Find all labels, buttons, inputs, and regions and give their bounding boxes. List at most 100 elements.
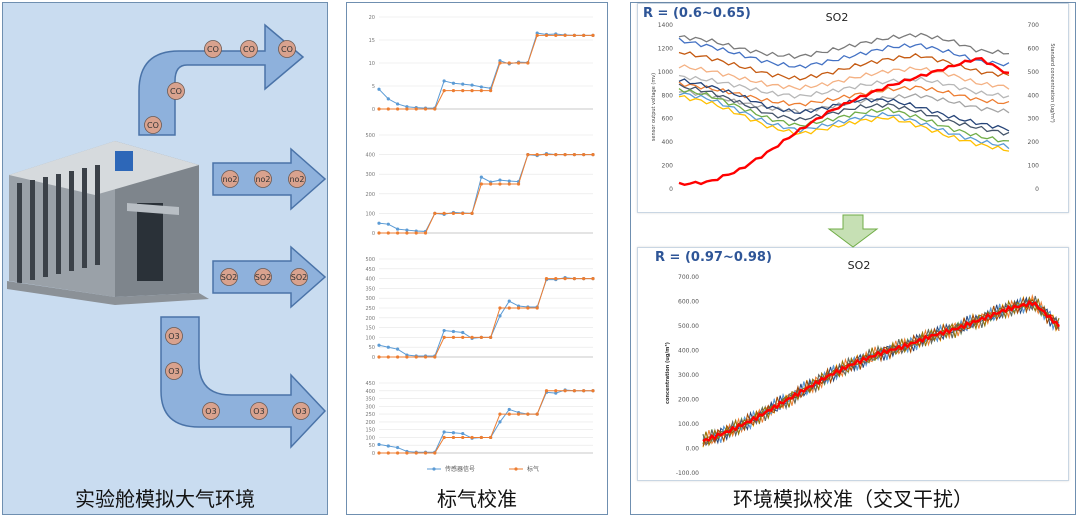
- data-point: [461, 435, 465, 440]
- data-point: [479, 89, 483, 93]
- data-point: [507, 407, 511, 412]
- data-point: [582, 389, 586, 393]
- data-point: [470, 89, 474, 93]
- data-point: [396, 355, 400, 359]
- y-tick-label: 50: [369, 345, 375, 351]
- y-tick-label: 400: [365, 277, 375, 283]
- data-point: [544, 277, 549, 281]
- calibrated-sensor-line: [702, 296, 1060, 445]
- so2-bubble: [290, 268, 308, 286]
- y-tick-label: 300: [365, 296, 375, 302]
- y2-tick-label: 400: [1028, 92, 1040, 99]
- data-point: [498, 182, 502, 186]
- data-point: [461, 335, 465, 339]
- calibrated-sensor-line: [702, 296, 1060, 447]
- y-tick-label: 300: [365, 404, 375, 410]
- no2-bubble-label: no2: [222, 175, 237, 184]
- data-point: [563, 389, 567, 393]
- y-tick-label: 400: [365, 389, 375, 395]
- y-tick-label: 350: [365, 286, 375, 292]
- data-point: [516, 306, 521, 310]
- y-tick-label: 0: [372, 107, 375, 113]
- y-tick-label: -100.00: [676, 470, 699, 477]
- co-bubble: [278, 40, 296, 58]
- o3-bubble: [165, 362, 183, 380]
- data-point: [535, 306, 539, 310]
- y-tick-label: 200: [365, 316, 375, 322]
- building-base: [7, 281, 209, 305]
- building-window-strip: [82, 168, 87, 268]
- data-point: [433, 211, 437, 215]
- sensor-voltage-line: [678, 81, 1010, 107]
- data-point: [433, 107, 437, 111]
- data-point: [377, 107, 381, 111]
- o3-arrow: [160, 316, 326, 449]
- data-point: [572, 33, 576, 37]
- data-point: [386, 355, 390, 359]
- data-point: [526, 61, 530, 65]
- building-canopy: [127, 203, 179, 215]
- sensor-voltage-line: [678, 64, 1010, 91]
- data-point: [479, 335, 483, 339]
- o3-bubble-label: O3: [205, 407, 216, 416]
- y-tick-label: 500.00: [678, 323, 699, 330]
- data-point: [377, 355, 381, 359]
- series-line-1: [378, 389, 593, 453]
- co-arrow: [138, 23, 305, 136]
- data-point: [405, 451, 409, 455]
- sensor-voltage-line: [678, 37, 1010, 69]
- standard-gas-chart-2: 0 100 200 300 400 500: [365, 133, 595, 237]
- data-point: [582, 33, 586, 37]
- y-tick-label: 600: [662, 116, 674, 123]
- data-point: [377, 451, 381, 455]
- data-point: [396, 451, 400, 455]
- data-point: [396, 445, 400, 450]
- data-point: [498, 59, 502, 63]
- data-point: [386, 451, 390, 455]
- y2-tick-label: 0: [1035, 186, 1039, 193]
- y-tick-label: 0: [372, 355, 375, 361]
- sensor-voltage-line: [678, 88, 1010, 143]
- data-point: [498, 61, 502, 65]
- data-point: [451, 435, 456, 440]
- series-line-1: [378, 153, 593, 232]
- building-window-strip: [30, 180, 35, 280]
- data-point: [535, 31, 539, 35]
- y-tick-label: 5: [372, 84, 375, 90]
- data-point: [461, 82, 465, 86]
- data-point: [489, 435, 493, 440]
- y-tick-label: 450: [365, 267, 375, 273]
- y-tick-label: 200: [365, 420, 375, 426]
- data-point: [489, 182, 493, 186]
- data-point: [451, 329, 456, 334]
- y-tick-label: 500: [365, 257, 375, 263]
- building-sign: [115, 151, 133, 171]
- data-point: [563, 33, 567, 37]
- data-point: [591, 389, 595, 393]
- data-point: [451, 211, 456, 215]
- data-point: [516, 412, 521, 416]
- data-point: [433, 355, 437, 359]
- standard-gas-caption: 标气校准: [437, 487, 517, 511]
- no2-bubble: [254, 170, 272, 188]
- data-point: [479, 175, 483, 179]
- data-point: [498, 412, 502, 416]
- sensor-voltage-line: [678, 92, 1010, 150]
- data-point: [479, 85, 483, 89]
- y-tick-label: 500: [365, 133, 375, 139]
- co-bubble: [240, 40, 258, 58]
- data-point: [386, 345, 390, 349]
- data-point: [554, 277, 558, 281]
- data-point: [526, 412, 530, 416]
- y-tick-label: 10: [369, 61, 375, 67]
- co-bubble-label: CO: [281, 45, 293, 54]
- y-tick-label: 1000: [658, 69, 673, 76]
- data-point: [377, 221, 381, 225]
- y-tick-label: 700.00: [678, 274, 699, 281]
- data-point: [554, 391, 558, 395]
- standard-gas-chart-3: 0 50 100 150 200 250 300 350 400 450 500: [365, 257, 595, 361]
- y-tick-label: 300.00: [678, 372, 699, 379]
- so2-bubble-label: SO2: [291, 273, 307, 282]
- data-point: [405, 228, 409, 232]
- data-point: [516, 61, 521, 65]
